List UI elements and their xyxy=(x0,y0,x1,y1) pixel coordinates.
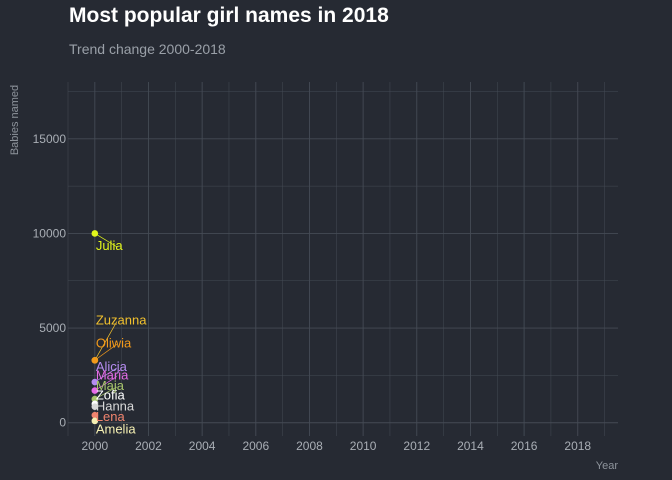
data-point-maria xyxy=(91,387,99,394)
x-tick-label: 2002 xyxy=(135,439,162,453)
x-tick-label: 2014 xyxy=(457,439,484,453)
point-label-zofia: Zofia xyxy=(96,387,126,402)
data-point-oliwia xyxy=(91,356,99,364)
data-point-lena xyxy=(91,411,99,419)
point-label-oliwia: Oliwia xyxy=(96,335,132,350)
point-label-maria: Maria xyxy=(96,367,129,382)
point-label-hanna: Hanna xyxy=(96,399,135,414)
y-tick-label: 5000 xyxy=(39,321,66,335)
label-connector xyxy=(94,233,118,248)
chart-subtitle: Trend change 2000-2018 xyxy=(69,41,226,57)
y-tick-label: 0 xyxy=(59,416,66,430)
label-connector xyxy=(94,344,118,361)
x-tick-label: 2018 xyxy=(564,439,591,453)
data-point-maja xyxy=(91,395,99,403)
x-tick-label: 2004 xyxy=(189,439,216,453)
y-tick-label: 15000 xyxy=(33,132,67,146)
x-tick-label: 2010 xyxy=(350,439,377,453)
data-point-julia xyxy=(91,230,99,237)
x-tick-label: 2016 xyxy=(511,439,538,453)
point-label-alicja: Alicja xyxy=(96,359,128,374)
data-point-hanna xyxy=(91,403,99,410)
point-label-maja: Maja xyxy=(96,378,125,393)
chart-title: Most popular girl names in 2018 xyxy=(69,4,389,27)
label-connector xyxy=(94,376,118,391)
x-tick-label: 2012 xyxy=(403,439,430,453)
point-label-zuzanna: Zuzanna xyxy=(96,313,147,328)
x-axis-label: Year xyxy=(596,460,619,472)
y-axis-label: Babies named xyxy=(9,85,21,155)
data-point-amelia xyxy=(91,417,99,425)
data-point-alicja xyxy=(91,378,99,386)
x-tick-label: 2006 xyxy=(242,439,269,453)
label-connector xyxy=(94,367,118,383)
x-tick-label: 2008 xyxy=(296,439,323,453)
point-label-julia: Julia xyxy=(96,238,124,253)
y-tick-label: 10000 xyxy=(33,226,67,240)
label-connector xyxy=(94,321,118,361)
point-label-lena: Lena xyxy=(96,409,126,424)
label-connector xyxy=(94,386,117,400)
x-tick-label: 2000 xyxy=(81,439,108,453)
point-label-amelia: Amelia xyxy=(96,421,137,436)
